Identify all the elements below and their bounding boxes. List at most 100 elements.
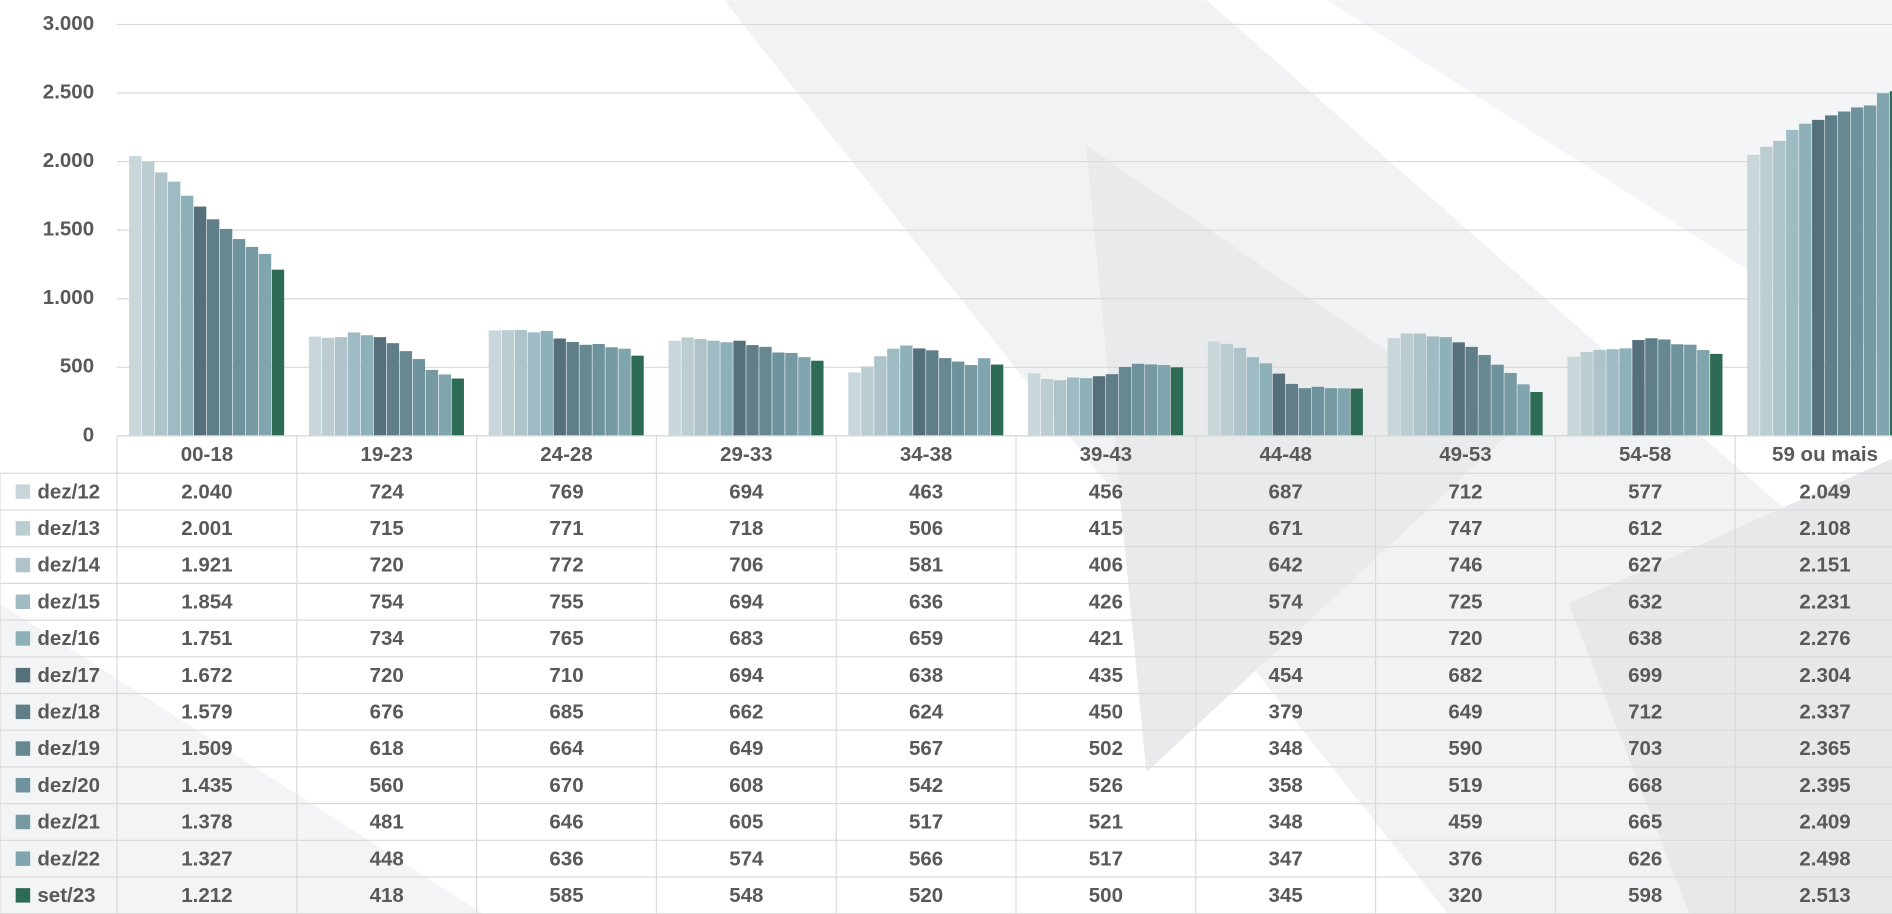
table-cell: 618: [370, 737, 404, 760]
bar: [874, 356, 887, 436]
bar: [952, 361, 965, 436]
table-cell: 2.049: [1799, 480, 1850, 503]
bar: [887, 348, 900, 436]
bar: [488, 330, 502, 436]
bar: [759, 346, 772, 436]
table-cell: 769: [549, 480, 583, 503]
table-cell: 577: [1628, 480, 1662, 503]
table-cell: 454: [1269, 664, 1304, 687]
table-cell: 718: [729, 517, 763, 540]
table-cell: 715: [370, 517, 404, 540]
table-cell: 636: [549, 847, 583, 870]
bar: [618, 348, 631, 436]
table-cell: 725: [1448, 590, 1482, 613]
legend-swatch: [15, 851, 31, 866]
table-cell: 459: [1448, 811, 1482, 834]
table-cell: 720: [370, 664, 404, 687]
bar: [1773, 140, 1786, 436]
bar: [668, 340, 681, 436]
legend-label: dez/22: [37, 847, 100, 870]
table-cell: 646: [549, 811, 583, 834]
bar: [1413, 333, 1426, 436]
bar: [1157, 364, 1171, 436]
table-cell: 2.513: [1799, 884, 1850, 907]
table-cell: 703: [1628, 737, 1662, 760]
table-cell: 712: [1628, 700, 1662, 723]
bar: [1632, 340, 1645, 436]
table-cell: 694: [729, 590, 764, 613]
table-cell: 659: [909, 627, 943, 650]
table-cell: 2.040: [181, 480, 232, 503]
table-cell: 520: [909, 884, 943, 907]
table-cell: 720: [370, 554, 404, 577]
bar: [1118, 367, 1132, 436]
table-cell: 448: [370, 847, 404, 870]
bar: [334, 337, 348, 436]
table-cell: 687: [1269, 480, 1303, 503]
bar: [1105, 374, 1119, 436]
legend-label: dez/12: [37, 480, 100, 503]
table-cell: 585: [549, 884, 583, 907]
table-cell: 734: [370, 627, 405, 650]
bar: [939, 358, 952, 436]
table-cell: 347: [1269, 847, 1303, 870]
table-cell: 519: [1448, 774, 1482, 797]
bar: [1876, 93, 1890, 436]
bar: [219, 228, 233, 436]
table-cell: 418: [370, 884, 404, 907]
table-cell: 1.327: [181, 847, 232, 870]
y-tick-label: 0: [83, 423, 94, 446]
bar: [168, 181, 181, 436]
table-cell: 712: [1448, 480, 1482, 503]
table-cell: 754: [370, 590, 405, 613]
bar: [1079, 378, 1093, 436]
table-cell: 2.108: [1799, 517, 1850, 540]
table-cell: 755: [549, 590, 583, 613]
table-cell: 345: [1269, 884, 1303, 907]
bar: [553, 338, 566, 436]
bar: [746, 345, 759, 436]
table-cell: 1.672: [181, 664, 232, 687]
bar: [1684, 344, 1697, 436]
bar: [1567, 356, 1580, 436]
bar: [1850, 107, 1864, 436]
table-cell: 1.854: [181, 590, 233, 613]
bar: [142, 161, 155, 436]
bar: [1439, 337, 1452, 436]
table-cell: 517: [1089, 847, 1123, 870]
legend-label: dez/14: [37, 554, 100, 577]
table-cell: 670: [549, 774, 583, 797]
table-cell: 2.395: [1799, 774, 1850, 797]
legend-label: dez/17: [37, 664, 100, 687]
table-cell: 379: [1269, 700, 1303, 723]
bar: [1337, 388, 1350, 436]
bar: [694, 339, 707, 436]
legend-label: set/23: [37, 884, 95, 907]
table-cell: 638: [909, 664, 943, 687]
table-cell: 1.921: [181, 554, 232, 577]
bar: [1619, 348, 1632, 436]
table-cell: 710: [549, 664, 583, 687]
bar: [631, 355, 644, 436]
bar: [900, 345, 913, 436]
legend-label: dez/19: [37, 737, 100, 760]
bar: [1812, 119, 1825, 436]
table-cell: 542: [909, 774, 943, 797]
y-tick-label: 500: [60, 355, 94, 378]
legend-swatch: [15, 557, 31, 573]
bar: [1838, 111, 1851, 436]
bar: [425, 369, 439, 436]
table-cell: 506: [909, 517, 943, 540]
bar: [1246, 357, 1260, 436]
table-cell: 500: [1089, 884, 1123, 907]
bar: [1144, 364, 1158, 436]
bar: [1220, 343, 1234, 436]
table-cell: 765: [549, 627, 583, 650]
bar: [1658, 339, 1671, 436]
bar: [707, 340, 720, 436]
bar: [848, 372, 861, 436]
table-cell: 662: [729, 700, 763, 723]
legend-swatch: [15, 594, 31, 609]
x-tick-label: 29-33: [720, 443, 772, 466]
